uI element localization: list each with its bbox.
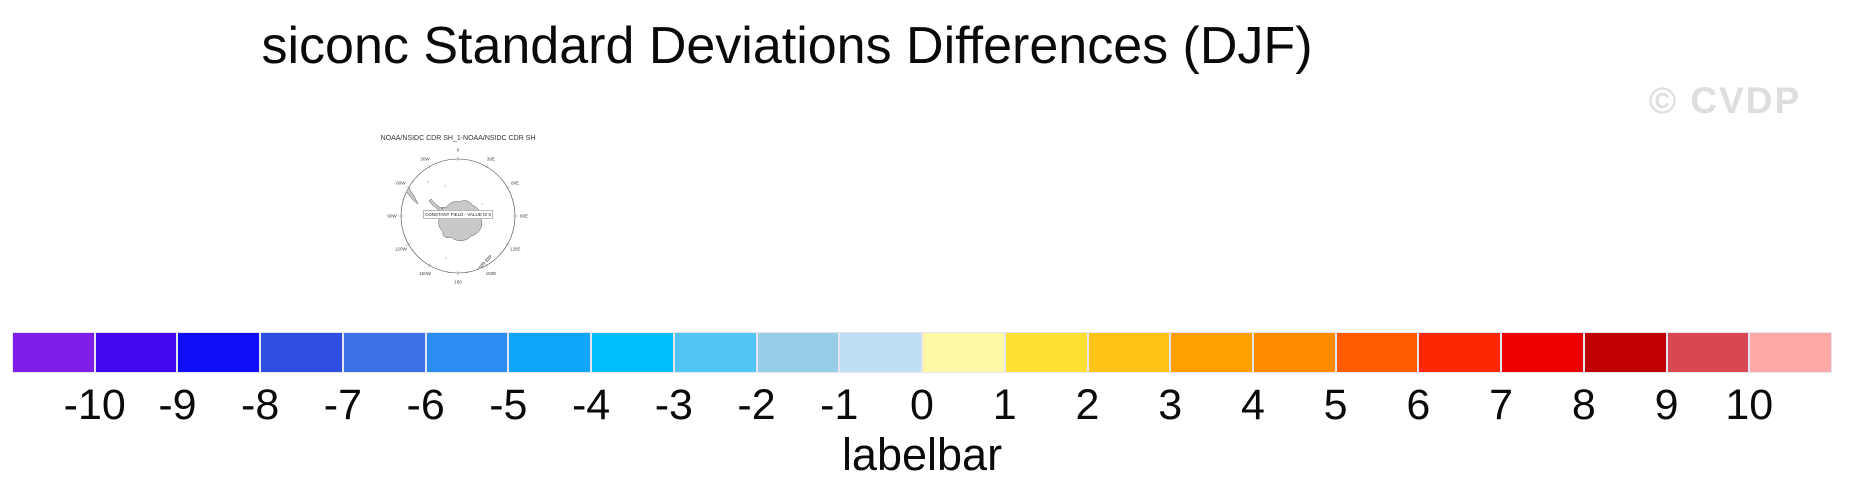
map-panel-title: NOAA/NSIDC CDR SH_1-NOAA/NSIDC CDR SH [380, 135, 536, 142]
island-dot [444, 185, 446, 187]
labelbar-box [1335, 332, 1419, 373]
map-lon-tick [406, 243, 411, 246]
labelbar-box [1583, 332, 1667, 373]
labelbar-box [839, 332, 923, 373]
labelbar-tick-label: 9 [1654, 381, 1679, 429]
labelbar-tick-label: -3 [654, 381, 693, 429]
south-america-landmass [401, 184, 419, 205]
labelbar-box [591, 332, 674, 373]
constant-field-annotation: CONSTANT FIELD - VALUE IS 0 [422, 210, 494, 219]
labelbar-tick-label: -1 [820, 381, 859, 429]
page-title: siconc Standard Deviations Differences (… [261, 17, 1313, 75]
labelbar-box [922, 332, 1005, 373]
labelbar-box [673, 332, 757, 373]
labelbar-tick-label: -7 [323, 381, 363, 429]
map-lon-tick [505, 243, 510, 246]
new-zealand-north-island [484, 254, 492, 263]
map-lon-label: 60E [511, 181, 519, 186]
labelbar-tick-label: -4 [571, 381, 611, 429]
labelbar-box [342, 332, 426, 373]
labelbar-box [425, 332, 509, 373]
map-lon-label: 0 [457, 148, 460, 153]
island-dot [481, 203, 483, 205]
map-lon-label: 60W [396, 181, 406, 186]
labelbar-box [1418, 332, 1502, 373]
labelbar-box [1253, 332, 1336, 373]
labelbar-tick-label: 8 [1571, 381, 1596, 429]
labelbar-box [508, 332, 592, 373]
labelbar-box [12, 332, 95, 373]
map-lon-tick [428, 164, 431, 169]
labelbar-tick-label: 6 [1406, 381, 1431, 429]
labelbar-tick-label: -5 [489, 381, 528, 429]
labelbar-caption: labelbar [841, 429, 1003, 480]
labelbar-tick-label: -8 [241, 381, 280, 429]
map-lon-label: 30W [420, 156, 430, 161]
map-lon-label: 150W [419, 271, 432, 276]
labelbar-box [260, 332, 343, 373]
map-lon-tick [428, 263, 431, 268]
map-lon-label: 90W [387, 214, 397, 219]
map-lon-label: 90E [520, 214, 528, 219]
labelbar-box [177, 332, 261, 373]
map-lon-tick [505, 186, 510, 189]
labelbar-tick-label: 0 [910, 381, 934, 429]
map-lon-tick [485, 164, 488, 169]
labelbar-tick-label: -2 [737, 381, 776, 429]
labelbar-box [1170, 332, 1254, 373]
cvdp-watermark: © CVDP [1648, 80, 1802, 121]
labelbar-tick-label: 3 [1158, 381, 1183, 429]
map-lon-label: 120W [395, 247, 408, 252]
labelbar-box [1004, 332, 1088, 373]
antarctica-landmass [437, 200, 483, 241]
map-lon-label: 150E [486, 271, 497, 276]
island-dot [427, 181, 429, 183]
labelbar-tick-label: 2 [1075, 381, 1100, 429]
labelbar-box [756, 332, 840, 373]
labelbar-boxes [12, 332, 1833, 373]
labelbar-tick-label: 10 [1725, 381, 1774, 429]
map-lon-tick [406, 186, 411, 189]
labelbar-box [94, 332, 178, 373]
map-lon-label: 180 [454, 280, 462, 285]
map-lon-tick [485, 263, 488, 268]
antarctic-peninsula-landmass [428, 198, 444, 212]
map-lon-label: 120E [510, 247, 521, 252]
labelbar-tick-label: 1 [992, 381, 1017, 429]
map-lon-label: 30E [487, 156, 495, 161]
labelbar-box [1666, 332, 1750, 373]
labelbar-ticks: -10 -9 -8 -7 -6 -5 -4 -3 -2 -1 0 1 2 3 4 5 6 7 8 9 10 [12, 381, 1832, 429]
labelbar-tick-label: -10 [63, 381, 126, 429]
island-dot [445, 257, 447, 259]
labelbar-tick-label: 5 [1323, 381, 1348, 429]
labelbar-tick-label: 4 [1240, 381, 1265, 429]
labelbar-box [1501, 332, 1584, 373]
labelbar-box [1749, 332, 1833, 373]
labelbar-box [1087, 332, 1171, 373]
map-ticks-and-labels: 0 30E 60E 90E 120E 150E 180 150W 120W 90W 60W 30W [387, 148, 528, 285]
labelbar-tick-label: -6 [406, 381, 445, 429]
labelbar-tick-label: 7 [1489, 381, 1514, 429]
labelbar-tick-label: -9 [158, 381, 197, 429]
